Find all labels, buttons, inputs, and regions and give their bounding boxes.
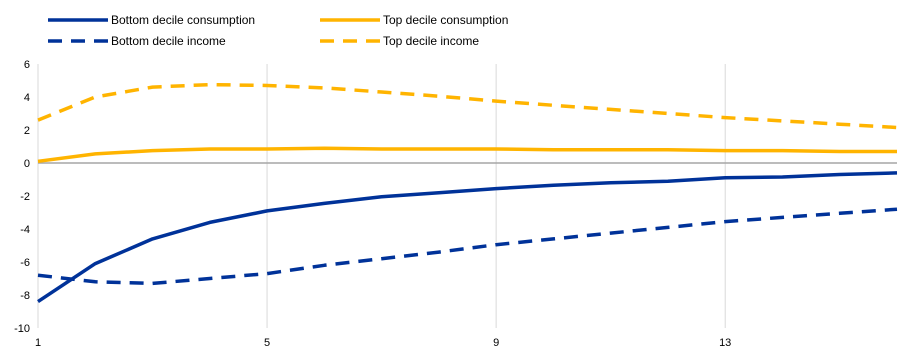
series-line-bottom-decile-consumption — [37, 171, 898, 304]
y-tick-label: 4 — [24, 92, 30, 104]
series-lines — [37, 82, 898, 304]
x-tick-label: 5 — [264, 337, 270, 347]
y-axis: -10 -8 -6 -4 -2 0 2 4 6 — [14, 59, 30, 335]
series-line-top-decile-consumption — [37, 146, 897, 164]
y-tick-label: -10 — [14, 323, 30, 335]
y-tick-label: 2 — [24, 125, 30, 137]
grid — [37, 64, 897, 328]
y-tick-label: -8 — [20, 290, 30, 302]
y-tick-label: 0 — [24, 158, 30, 170]
legend-label-bottom-decile-income: Bottom decile income — [111, 34, 226, 48]
series-line-top-decile-income — [37, 82, 898, 130]
y-tick-label: -4 — [20, 224, 30, 236]
legend-label-bottom-decile-consumption: Bottom decile consumption — [111, 13, 255, 27]
series-line-bottom-decile-income — [37, 207, 898, 286]
legend: Bottom decile consumption Bottom decile i… — [48, 13, 508, 48]
x-tick-label: 1 — [35, 337, 41, 347]
y-tick-label: -2 — [20, 191, 30, 203]
x-tick-label: 9 — [493, 337, 499, 347]
legend-label-top-decile-consumption: Top decile consumption — [383, 13, 508, 27]
x-axis: 1 5 9 13 — [35, 337, 731, 347]
legend-label-top-decile-income: Top decile income — [383, 34, 479, 48]
x-tick-label: 13 — [719, 337, 731, 347]
y-tick-label: 6 — [24, 59, 30, 71]
y-tick-label: -6 — [20, 257, 30, 269]
